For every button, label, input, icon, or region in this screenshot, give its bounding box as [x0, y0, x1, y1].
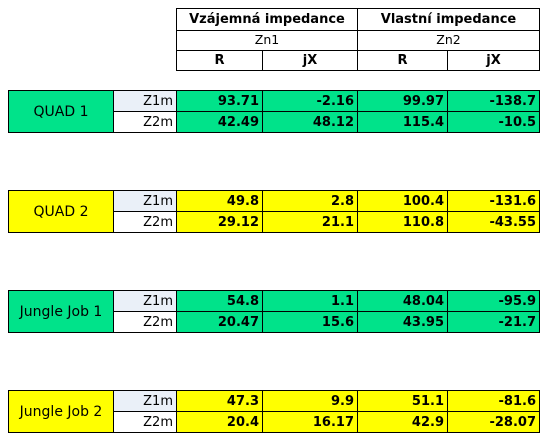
value-cell[interactable]: 110.8: [357, 211, 448, 233]
group-name[interactable]: Jungle Job 1: [8, 290, 114, 333]
row-label[interactable]: Z1m: [113, 90, 177, 112]
row-label[interactable]: Z2m: [113, 211, 177, 233]
header-mutual-impedance[interactable]: Vzájemná impedance: [176, 8, 358, 31]
value-cell[interactable]: -28.07: [447, 411, 540, 433]
header-zn2[interactable]: Zn2: [357, 30, 540, 51]
value-cell[interactable]: 43.95: [357, 311, 448, 333]
group-name[interactable]: Jungle Job 2: [8, 390, 114, 433]
value-cell[interactable]: 48.12: [262, 111, 358, 133]
value-cell[interactable]: 54.8: [176, 290, 263, 312]
value-cell[interactable]: 49.8: [176, 190, 263, 212]
value-cell[interactable]: 16.17: [262, 411, 358, 433]
row-label[interactable]: Z1m: [113, 290, 177, 312]
row-label[interactable]: Z2m: [113, 111, 177, 133]
header-col-jx-2[interactable]: jX: [447, 50, 540, 71]
value-cell[interactable]: 2.8: [262, 190, 358, 212]
value-cell[interactable]: 15.6: [262, 311, 358, 333]
value-cell[interactable]: 115.4: [357, 111, 448, 133]
group-name[interactable]: QUAD 1: [8, 90, 114, 133]
value-cell[interactable]: 100.4: [357, 190, 448, 212]
header-col-r-1[interactable]: R: [176, 50, 263, 71]
value-cell[interactable]: 42.9: [357, 411, 448, 433]
value-cell[interactable]: 48.04: [357, 290, 448, 312]
value-cell[interactable]: 93.71: [176, 90, 263, 112]
value-cell[interactable]: -95.9: [447, 290, 540, 312]
value-cell[interactable]: 1.1: [262, 290, 358, 312]
header-col-r-2[interactable]: R: [357, 50, 448, 71]
value-cell[interactable]: -138.7: [447, 90, 540, 112]
row-label[interactable]: Z1m: [113, 390, 177, 412]
value-cell[interactable]: -2.16: [262, 90, 358, 112]
value-cell[interactable]: 47.3: [176, 390, 263, 412]
value-cell[interactable]: 9.9: [262, 390, 358, 412]
value-cell[interactable]: -21.7: [447, 311, 540, 333]
row-label[interactable]: Z2m: [113, 411, 177, 433]
value-cell[interactable]: 21.1: [262, 211, 358, 233]
value-cell[interactable]: -43.55: [447, 211, 540, 233]
value-cell[interactable]: 20.4: [176, 411, 263, 433]
value-cell[interactable]: -81.6: [447, 390, 540, 412]
value-cell[interactable]: 42.49: [176, 111, 263, 133]
header-col-jx-1[interactable]: jX: [262, 50, 358, 71]
value-cell[interactable]: 20.47: [176, 311, 263, 333]
value-cell[interactable]: -131.6: [447, 190, 540, 212]
header-zn1[interactable]: Zn1: [176, 30, 358, 51]
value-cell[interactable]: -10.5: [447, 111, 540, 133]
value-cell[interactable]: 51.1: [357, 390, 448, 412]
value-cell[interactable]: 29.12: [176, 211, 263, 233]
row-label[interactable]: Z2m: [113, 311, 177, 333]
value-cell[interactable]: 99.97: [357, 90, 448, 112]
row-label[interactable]: Z1m: [113, 190, 177, 212]
header-own-impedance[interactable]: Vlastní impedance: [357, 8, 540, 31]
group-name[interactable]: QUAD 2: [8, 190, 114, 233]
